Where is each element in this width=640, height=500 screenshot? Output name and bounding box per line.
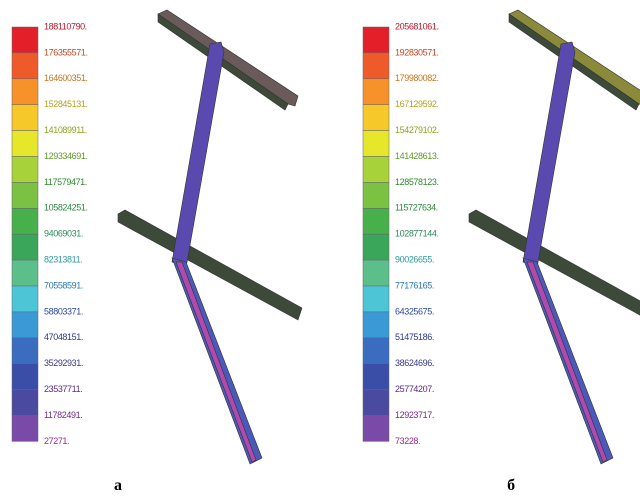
legend-label: 154279102. [395,125,439,135]
legend-label: 70558591. [44,280,83,290]
beam-top-side [158,14,288,110]
legend-label: 25774207. [395,384,434,394]
legend-swatch [363,105,389,131]
legend-swatch [12,234,38,260]
legend-swatch [363,131,389,157]
beam-top [158,10,298,106]
legend-label: 102877144. [395,229,439,239]
legend-label: 128578123. [395,177,439,187]
legend-swatch [12,286,38,312]
legend-label: 35292931. [44,358,83,368]
legend-swatch [363,157,389,183]
legend-label: 77176165. [395,280,434,290]
legend-swatch [12,53,38,79]
caption: б [507,477,515,494]
legend-label: 58803371. [44,306,83,316]
legend-label: 47048151. [44,332,83,342]
legend-swatch [12,105,38,131]
legend-label: 94069031. [44,229,83,239]
panel: 188110790. 176355571. 164600351. 152845131.… [12,10,302,494]
legend-swatch [12,312,38,338]
legend-label: 129334691. [44,151,88,161]
legend-label: 64325675. [395,306,434,316]
legend-swatch [363,182,389,208]
strut-edge [176,262,256,462]
legend-label: 141089911. [44,125,87,135]
beam-top-side [509,14,639,110]
legend-swatch [363,338,389,364]
legend-label: 205681061. [395,21,439,31]
legend-swatch [12,208,38,234]
legend-label: 192830571. [395,47,439,57]
legend-label: 117579471. [44,177,87,187]
legend-swatch [12,260,38,286]
legend-label: 105824251. [44,203,88,213]
strut-upper [172,42,224,268]
legend-label: 82313811. [44,254,82,264]
legend-swatch [363,390,389,416]
strut-edge [527,262,607,462]
legend-label: 90026655. [395,254,434,264]
legend-swatch [12,182,38,208]
legend-swatch [12,131,38,157]
legend-swatch [363,27,389,53]
legend-label: 12923717. [395,410,434,420]
panel: 205681061. 192830571. 179980082. 167129592.… [363,10,640,494]
legend-swatch [363,53,389,79]
legend-label: 27271. [44,436,69,446]
legend-swatch [363,364,389,390]
figure: 188110790. 176355571. 164600351. 152845131.… [0,0,640,500]
legend-swatch [12,338,38,364]
legend-label: 141428613. [395,151,439,161]
legend-label: 188110790. [44,21,87,31]
legend-swatch [363,416,389,442]
legend-swatch [12,27,38,53]
beam-lower [469,210,640,320]
legend-label: 73228. [395,436,420,446]
legend-swatch [12,79,38,105]
legend-swatch [363,312,389,338]
legend-label: 179980082. [395,73,439,83]
legend-swatch [363,286,389,312]
legend-label: 152845131. [44,99,88,109]
legend-swatch [12,157,38,183]
legend-swatch [363,79,389,105]
legend-swatch [363,208,389,234]
legend-swatch [363,234,389,260]
legend-label: 51475186. [395,332,434,342]
caption: а [114,477,122,494]
legend-label: 167129592. [395,99,439,109]
legend-label: 115727634. [395,203,438,213]
legend-label: 164600351. [44,73,88,83]
legend-label: 38624696. [395,358,434,368]
legend-label: 176355571. [44,47,88,57]
legend-label: 23537711. [44,384,82,394]
legend-label: 11782491. [44,410,82,420]
legend-swatch [363,260,389,286]
beam-lower [118,210,302,320]
legend-swatch [12,364,38,390]
legend-swatch [12,390,38,416]
legend-swatch [12,416,38,442]
strut-upper [523,42,575,268]
